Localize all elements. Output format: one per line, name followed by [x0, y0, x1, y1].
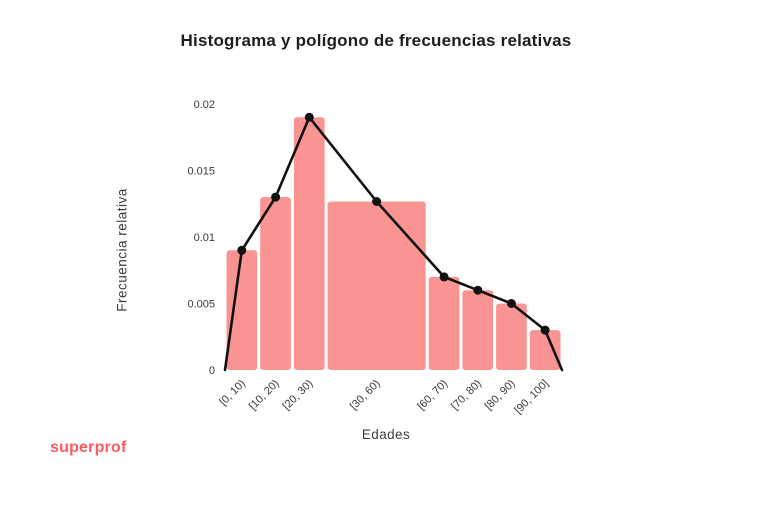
polygon-point [304, 112, 314, 122]
polygon-point [439, 272, 449, 282]
polygon-point [540, 325, 550, 335]
polygon-point [473, 285, 483, 295]
x-tick-label: [30, 60) [348, 378, 383, 413]
polygon-point [271, 192, 281, 202]
chart-title: Histograma y polígono de frecuencias rel… [180, 31, 572, 50]
polygon-point [372, 197, 382, 206]
polygon-point [506, 299, 516, 308]
y-tick-label: 0.02 [194, 99, 215, 111]
polygon-point [237, 245, 247, 255]
x-tick-label: [10, 20) [247, 378, 282, 413]
frequency-polygon-line [223, 116, 564, 372]
x-axis-title: Edades [361, 427, 411, 442]
y-tick-label: 0.015 [187, 166, 215, 178]
histogram-bar-2 [293, 117, 325, 370]
histogram-bar-3 [327, 201, 426, 370]
y-tick-label: 0.005 [187, 299, 215, 311]
y-tick-label: 0 [209, 365, 215, 377]
histogram-bar-7 [529, 330, 561, 370]
histogram-bar-4 [428, 276, 460, 370]
histogram-bar-0 [226, 250, 258, 370]
x-tick-label: [90, 100] [512, 378, 551, 417]
x-tick-label: [70, 80) [449, 378, 484, 413]
histogram-bar-6 [496, 303, 527, 370]
y-tick-label: 0.01 [194, 232, 215, 244]
histogram-bar-5 [462, 290, 494, 370]
x-tick-label: [0, 10) [217, 378, 248, 409]
x-tick-label: [20, 30) [281, 378, 316, 413]
histogram-bar-1 [260, 197, 291, 370]
x-tick-label: [60, 70) [415, 378, 450, 413]
superprof-logo: superprof [50, 439, 127, 456]
